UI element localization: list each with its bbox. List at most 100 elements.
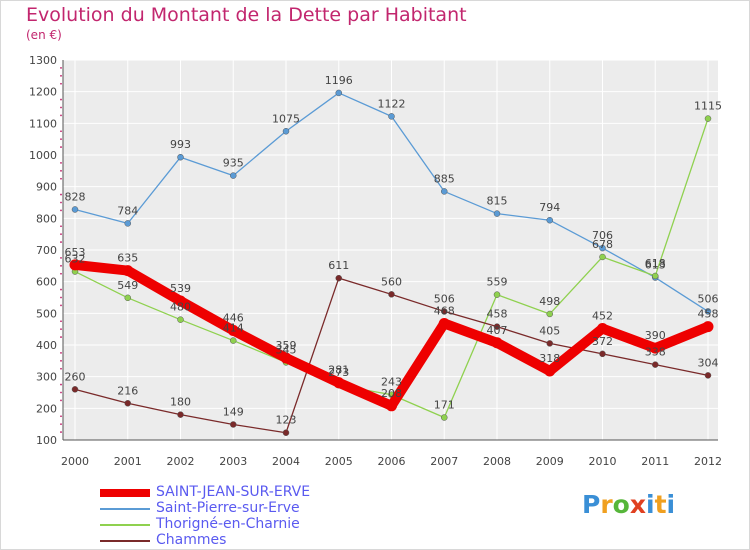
y-minor-tick bbox=[60, 415, 62, 418]
y-minor-tick bbox=[60, 82, 62, 85]
y-minor-tick bbox=[60, 138, 62, 141]
data-label: 446 bbox=[223, 311, 244, 324]
y-minor-tick bbox=[60, 288, 62, 291]
y-tick-label: 200 bbox=[36, 402, 57, 415]
data-label: 613 bbox=[645, 259, 666, 272]
data-label: 618 bbox=[645, 257, 666, 270]
data-point bbox=[282, 128, 290, 135]
data-label: 559 bbox=[487, 276, 508, 289]
y-tick-label: 900 bbox=[36, 181, 57, 194]
data-label: 260 bbox=[65, 370, 86, 383]
data-point bbox=[124, 220, 131, 227]
data-label: 149 bbox=[223, 405, 244, 418]
y-minor-tick bbox=[60, 193, 62, 196]
data-label: 1075 bbox=[272, 112, 300, 125]
y-minor-tick bbox=[60, 352, 62, 354]
data-label: 338 bbox=[645, 346, 666, 359]
data-point bbox=[280, 352, 292, 364]
legend-label: Thorigné-en-Charnie bbox=[156, 516, 300, 532]
data-label: 304 bbox=[698, 356, 719, 369]
data-point bbox=[544, 365, 556, 377]
data-label: 794 bbox=[539, 201, 560, 214]
data-label: 635 bbox=[117, 252, 138, 265]
data-point bbox=[438, 317, 450, 329]
x-tick-label: 2006 bbox=[378, 455, 406, 468]
y-tick-label: 800 bbox=[36, 212, 57, 225]
y-minor-tick bbox=[60, 241, 62, 243]
data-label: 506 bbox=[698, 292, 719, 305]
x-tick-label: 2004 bbox=[272, 455, 300, 468]
data-point bbox=[333, 377, 345, 389]
y-minor-tick bbox=[60, 336, 62, 338]
data-point bbox=[599, 253, 606, 261]
data-label: 885 bbox=[434, 172, 455, 185]
data-label: 632 bbox=[65, 253, 86, 266]
x-tick-label: 2002 bbox=[167, 455, 195, 468]
x-tick-label: 2000 bbox=[61, 455, 89, 468]
data-point bbox=[177, 316, 184, 323]
data-label: 180 bbox=[170, 396, 191, 409]
x-tick-label: 2011 bbox=[641, 455, 669, 468]
data-point bbox=[597, 323, 608, 335]
data-point bbox=[546, 216, 553, 224]
data-label: 498 bbox=[539, 295, 560, 308]
x-tick-label: 2010 bbox=[589, 455, 617, 468]
legend-item-thorigne[interactable]: Thorigné-en-Charnie bbox=[100, 516, 360, 533]
y-tick-label: 1300 bbox=[29, 54, 57, 67]
x-tick-label: 2003 bbox=[219, 455, 247, 468]
legend-item-saint-jean[interactable]: SAINT-JEAN-SUR-ERVE bbox=[100, 484, 360, 501]
data-point bbox=[599, 244, 606, 252]
data-point bbox=[124, 294, 131, 302]
x-tick-label: 2007 bbox=[430, 455, 458, 468]
data-label: 784 bbox=[117, 204, 138, 217]
data-point bbox=[491, 337, 503, 349]
y-tick-label: 100 bbox=[36, 434, 57, 447]
data-label: 611 bbox=[328, 259, 349, 272]
y-tick-label: 700 bbox=[36, 244, 57, 257]
data-label: 706 bbox=[592, 229, 613, 242]
proxiti-logo: Proxiti bbox=[582, 490, 676, 519]
y-minor-tick bbox=[60, 233, 62, 236]
y-minor-tick bbox=[60, 431, 62, 433]
y-minor-tick bbox=[60, 328, 62, 331]
data-point bbox=[227, 324, 239, 336]
legend-label: SAINT-JEAN-SUR-ERVE bbox=[156, 484, 311, 500]
data-point bbox=[282, 429, 290, 436]
data-point bbox=[71, 206, 79, 213]
legend-item-chammes[interactable]: Chammes bbox=[100, 532, 360, 549]
y-minor-tick bbox=[60, 304, 62, 307]
data-point bbox=[546, 340, 553, 347]
y-tick-label: 1200 bbox=[29, 86, 57, 99]
y-tick-label: 500 bbox=[36, 307, 57, 320]
data-point bbox=[704, 115, 712, 122]
y-tick-label: 1000 bbox=[29, 149, 57, 162]
legend: SAINT-JEAN-SUR-ERVE Saint-Pierre-sur-Erv… bbox=[100, 484, 360, 549]
data-label: 414 bbox=[223, 322, 244, 335]
data-label: 273 bbox=[328, 366, 349, 379]
data-point bbox=[546, 310, 553, 318]
y-tick-label: 600 bbox=[36, 276, 57, 289]
data-point bbox=[441, 188, 448, 195]
data-label: 345 bbox=[276, 343, 297, 356]
data-label: 281 bbox=[328, 364, 349, 377]
legend-swatch-chammes bbox=[100, 540, 150, 542]
legend-item-saint-pierre[interactable]: Saint-Pierre-sur-Erve bbox=[100, 500, 360, 517]
data-point bbox=[704, 372, 712, 379]
data-label: 480 bbox=[170, 301, 191, 314]
y-minor-tick bbox=[60, 423, 62, 426]
data-label: 653 bbox=[65, 246, 86, 259]
data-label: 390 bbox=[645, 329, 666, 342]
y-minor-tick bbox=[60, 257, 62, 259]
data-label: 993 bbox=[170, 138, 191, 151]
data-point bbox=[69, 259, 81, 271]
x-tick-label: 2005 bbox=[325, 455, 353, 468]
data-point bbox=[493, 291, 501, 298]
data-label: 372 bbox=[592, 335, 613, 348]
y-minor-tick bbox=[60, 74, 62, 77]
data-point bbox=[230, 337, 237, 344]
data-label: 359 bbox=[276, 339, 297, 352]
data-point bbox=[702, 321, 714, 333]
y-minor-tick bbox=[60, 399, 62, 402]
data-point bbox=[230, 172, 237, 179]
